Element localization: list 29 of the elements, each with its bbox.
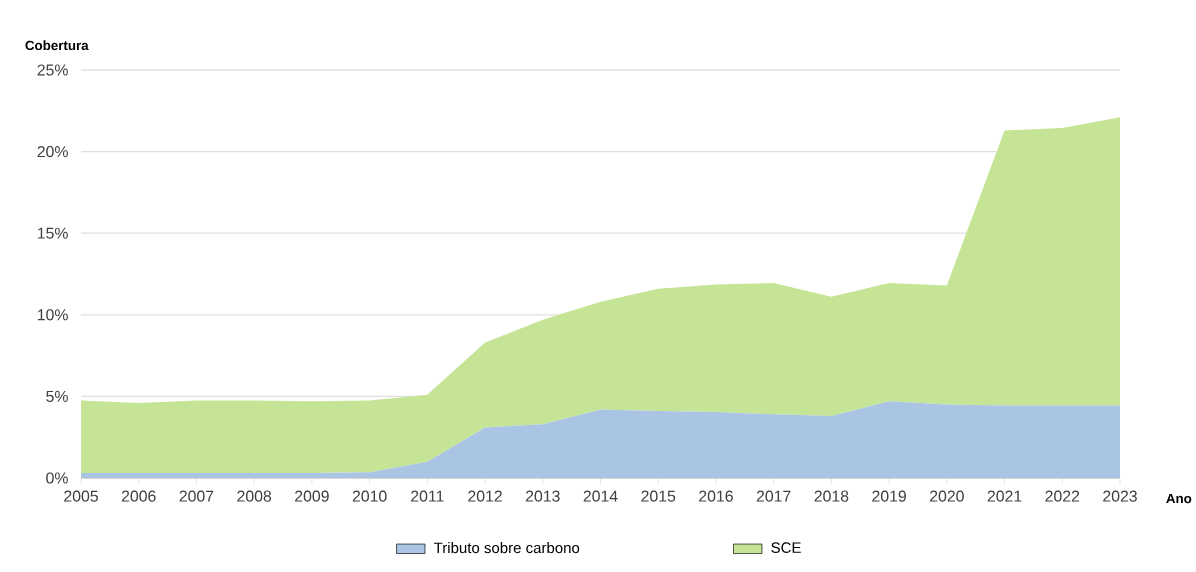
x-tick-label: 2022: [1045, 490, 1080, 502]
x-tick-label: 2005: [64, 490, 98, 502]
x-tick-label: 2015: [641, 490, 676, 502]
y-tick-label: 10%: [37, 309, 68, 321]
x-tick-label: 2007: [179, 490, 214, 502]
x-tick-label: 2009: [295, 490, 329, 502]
x-tick-label: 2020: [930, 490, 964, 502]
y-tick-label: 20%: [37, 146, 68, 158]
x-tick-label: 2008: [237, 490, 272, 502]
x-tick-label: 2016: [699, 490, 733, 502]
x-tick-label: 2014: [583, 490, 618, 502]
x-tick-label: 2018: [814, 490, 849, 502]
x-tick-label: 2011: [411, 490, 444, 502]
x-tick-label: 2012: [468, 490, 502, 502]
legend-label: SCE: [771, 542, 801, 553]
x-tick-label: 2013: [525, 490, 560, 502]
x-tick-label: 2006: [121, 490, 156, 502]
x-tick-label: 2019: [872, 490, 906, 502]
x-tick-label: 2023: [1103, 490, 1137, 502]
y-tick-label: 0%: [46, 472, 68, 484]
y-tick-label: 15%: [37, 227, 68, 239]
x-axis-title: Ano: [1166, 493, 1192, 504]
y-tick-label: 25%: [37, 64, 68, 76]
y-axis-title: Cobertura: [25, 40, 89, 51]
x-tick-label: 2017: [756, 490, 791, 502]
x-tick-label: 2010: [352, 490, 387, 502]
y-tick-label: 5%: [46, 390, 68, 402]
legend-label: Tributo sobre carbono: [433, 542, 580, 554]
x-tick-label: 2021: [987, 490, 1022, 502]
